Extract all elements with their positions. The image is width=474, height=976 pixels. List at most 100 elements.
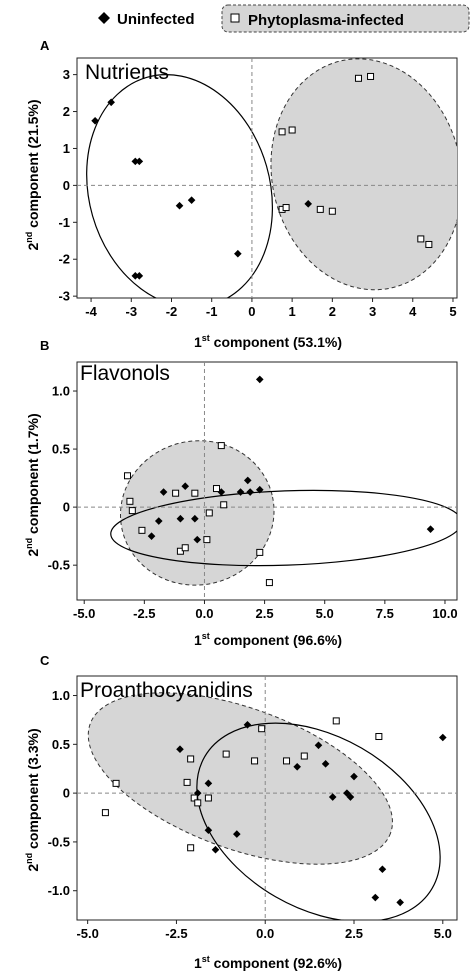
point-uninfected xyxy=(396,898,404,907)
point-uninfected xyxy=(91,116,99,125)
x-tick-label: 0 xyxy=(248,304,255,319)
point-uninfected xyxy=(204,826,213,835)
y-axis-title-proanthocyanidins: 2nd component (3.3%) xyxy=(24,728,41,871)
point-uninfected xyxy=(217,488,226,496)
y-tick-label: 0 xyxy=(63,178,70,193)
x-tick-label: 7.5 xyxy=(376,606,394,621)
point-infected xyxy=(251,757,259,765)
point-uninfected xyxy=(131,157,140,166)
point-uninfected xyxy=(328,793,337,801)
plot-area-proanthocyanidins: -5.0 -2.5 0.0 2.5 5.0 -1.0 -0.5 0 0.5 1.0 xyxy=(48,675,458,941)
panel-letter-a: A xyxy=(40,38,50,53)
x-tick-label: 5 xyxy=(449,304,456,319)
y-tick-label: 1.0 xyxy=(52,688,70,703)
point-uninfected xyxy=(154,517,163,525)
ellipse-infected-nutrients xyxy=(270,58,457,291)
point-infected xyxy=(187,755,195,763)
x-tick-label: -2 xyxy=(166,304,178,319)
point-uninfected xyxy=(204,779,213,788)
point-infected xyxy=(191,489,199,497)
y-tick-label: -3 xyxy=(58,289,70,304)
x-tick-label: -1 xyxy=(206,304,218,319)
y-tick-label: -1.0 xyxy=(48,883,70,898)
point-infected xyxy=(367,72,375,80)
x-tick-label: -3 xyxy=(126,304,138,319)
point-uninfected xyxy=(426,525,435,533)
point-infected xyxy=(183,778,191,786)
point-infected xyxy=(128,507,136,515)
point-infected xyxy=(126,497,134,505)
ellipse-uninfected-nutrients xyxy=(86,74,274,298)
point-uninfected xyxy=(255,485,264,494)
point-uninfected xyxy=(255,375,264,384)
point-uninfected xyxy=(107,98,115,107)
point-infected xyxy=(354,74,362,82)
y-tick-label: 0.5 xyxy=(52,442,70,457)
ellipse-uninfected-proanthocyanidins xyxy=(196,722,441,920)
panel-letter-c: C xyxy=(40,653,50,668)
panel-a: A -4 -3 -2 -1 0 1 2 3 4 5 -3 -2 -1 0 1 2 3 Nutrients 1st… xyxy=(24,38,458,350)
plot-content-proanthocyanidins xyxy=(77,676,457,920)
x-tick-label: 2.5 xyxy=(345,926,363,941)
x-tick-label: -4 xyxy=(85,304,97,319)
x-tick-label: 1 xyxy=(289,304,296,319)
y-axis-title-flavonols: 2nd component (1.7%) xyxy=(24,413,41,556)
point-infected xyxy=(332,717,340,725)
y-tick-label: -2 xyxy=(58,252,70,267)
x-tick-label: 5.0 xyxy=(316,606,334,621)
legend: Uninfected Phytoplasma-infected xyxy=(98,4,470,33)
x-axis-title-flavonols: 1st component (96.6%) xyxy=(194,631,342,648)
panel-title-nutrients: Nutrients xyxy=(85,61,169,84)
point-infected xyxy=(316,205,324,213)
point-infected xyxy=(283,757,291,765)
legend-marker-infected xyxy=(230,13,240,23)
point-uninfected xyxy=(243,476,252,485)
point-infected xyxy=(217,442,225,450)
plot-area-nutrients: -4 -3 -2 -1 0 1 2 3 4 5 -3 -2 -1 0 1 2 3 xyxy=(58,57,458,319)
plot-content-nutrients xyxy=(77,58,457,298)
x-tick-label: 0.0 xyxy=(195,606,213,621)
point-uninfected xyxy=(371,893,380,902)
x-tick-label: -5.0 xyxy=(73,606,95,621)
point-uninfected xyxy=(234,249,242,258)
x-tick-label: 2 xyxy=(329,304,336,319)
point-uninfected xyxy=(243,721,252,729)
point-uninfected xyxy=(176,514,185,523)
y-tick-label: 0 xyxy=(63,786,70,801)
panel-b: B -5.0 -2.5 0.0 2.5 5.0 7.5 10.0 -0.5 0 0.5 1.0 Fl… xyxy=(24,338,458,648)
point-uninfected xyxy=(135,157,144,166)
point-infected xyxy=(203,536,211,544)
x-axis-title-proanthocyanidins: 1st component (92.6%) xyxy=(194,954,342,971)
point-infected xyxy=(205,509,213,517)
y-tick-label: 0 xyxy=(63,500,70,515)
point-infected xyxy=(425,240,433,248)
plot-content-flavonols xyxy=(77,362,457,600)
point-infected xyxy=(220,501,228,509)
point-uninfected xyxy=(304,200,313,208)
point-uninfected xyxy=(193,789,202,797)
x-tick-label: -5.0 xyxy=(76,926,98,941)
point-infected xyxy=(181,544,189,552)
legend-label-uninfected: Uninfected xyxy=(117,11,195,28)
point-infected xyxy=(204,794,212,802)
y-tick-label: -0.5 xyxy=(48,558,70,573)
point-uninfected xyxy=(293,762,301,771)
point-infected xyxy=(328,207,336,215)
ellipse-infected-proanthocyanidins xyxy=(87,692,393,865)
point-infected xyxy=(278,128,286,136)
point-infected xyxy=(187,844,195,852)
point-uninfected xyxy=(211,845,220,854)
point-infected xyxy=(256,548,264,556)
point-infected xyxy=(222,750,230,758)
y-tick-label: -0.5 xyxy=(48,834,70,849)
point-infected xyxy=(288,126,296,134)
x-tick-label: -2.5 xyxy=(133,606,155,621)
point-uninfected xyxy=(181,482,190,491)
y-tick-label: 1.0 xyxy=(52,384,70,399)
plot-frame-proanthocyanidins xyxy=(76,675,458,921)
point-infected xyxy=(417,235,425,243)
x-tick-label: 10.0 xyxy=(432,606,457,621)
point-uninfected xyxy=(438,733,447,742)
point-uninfected xyxy=(233,830,241,838)
